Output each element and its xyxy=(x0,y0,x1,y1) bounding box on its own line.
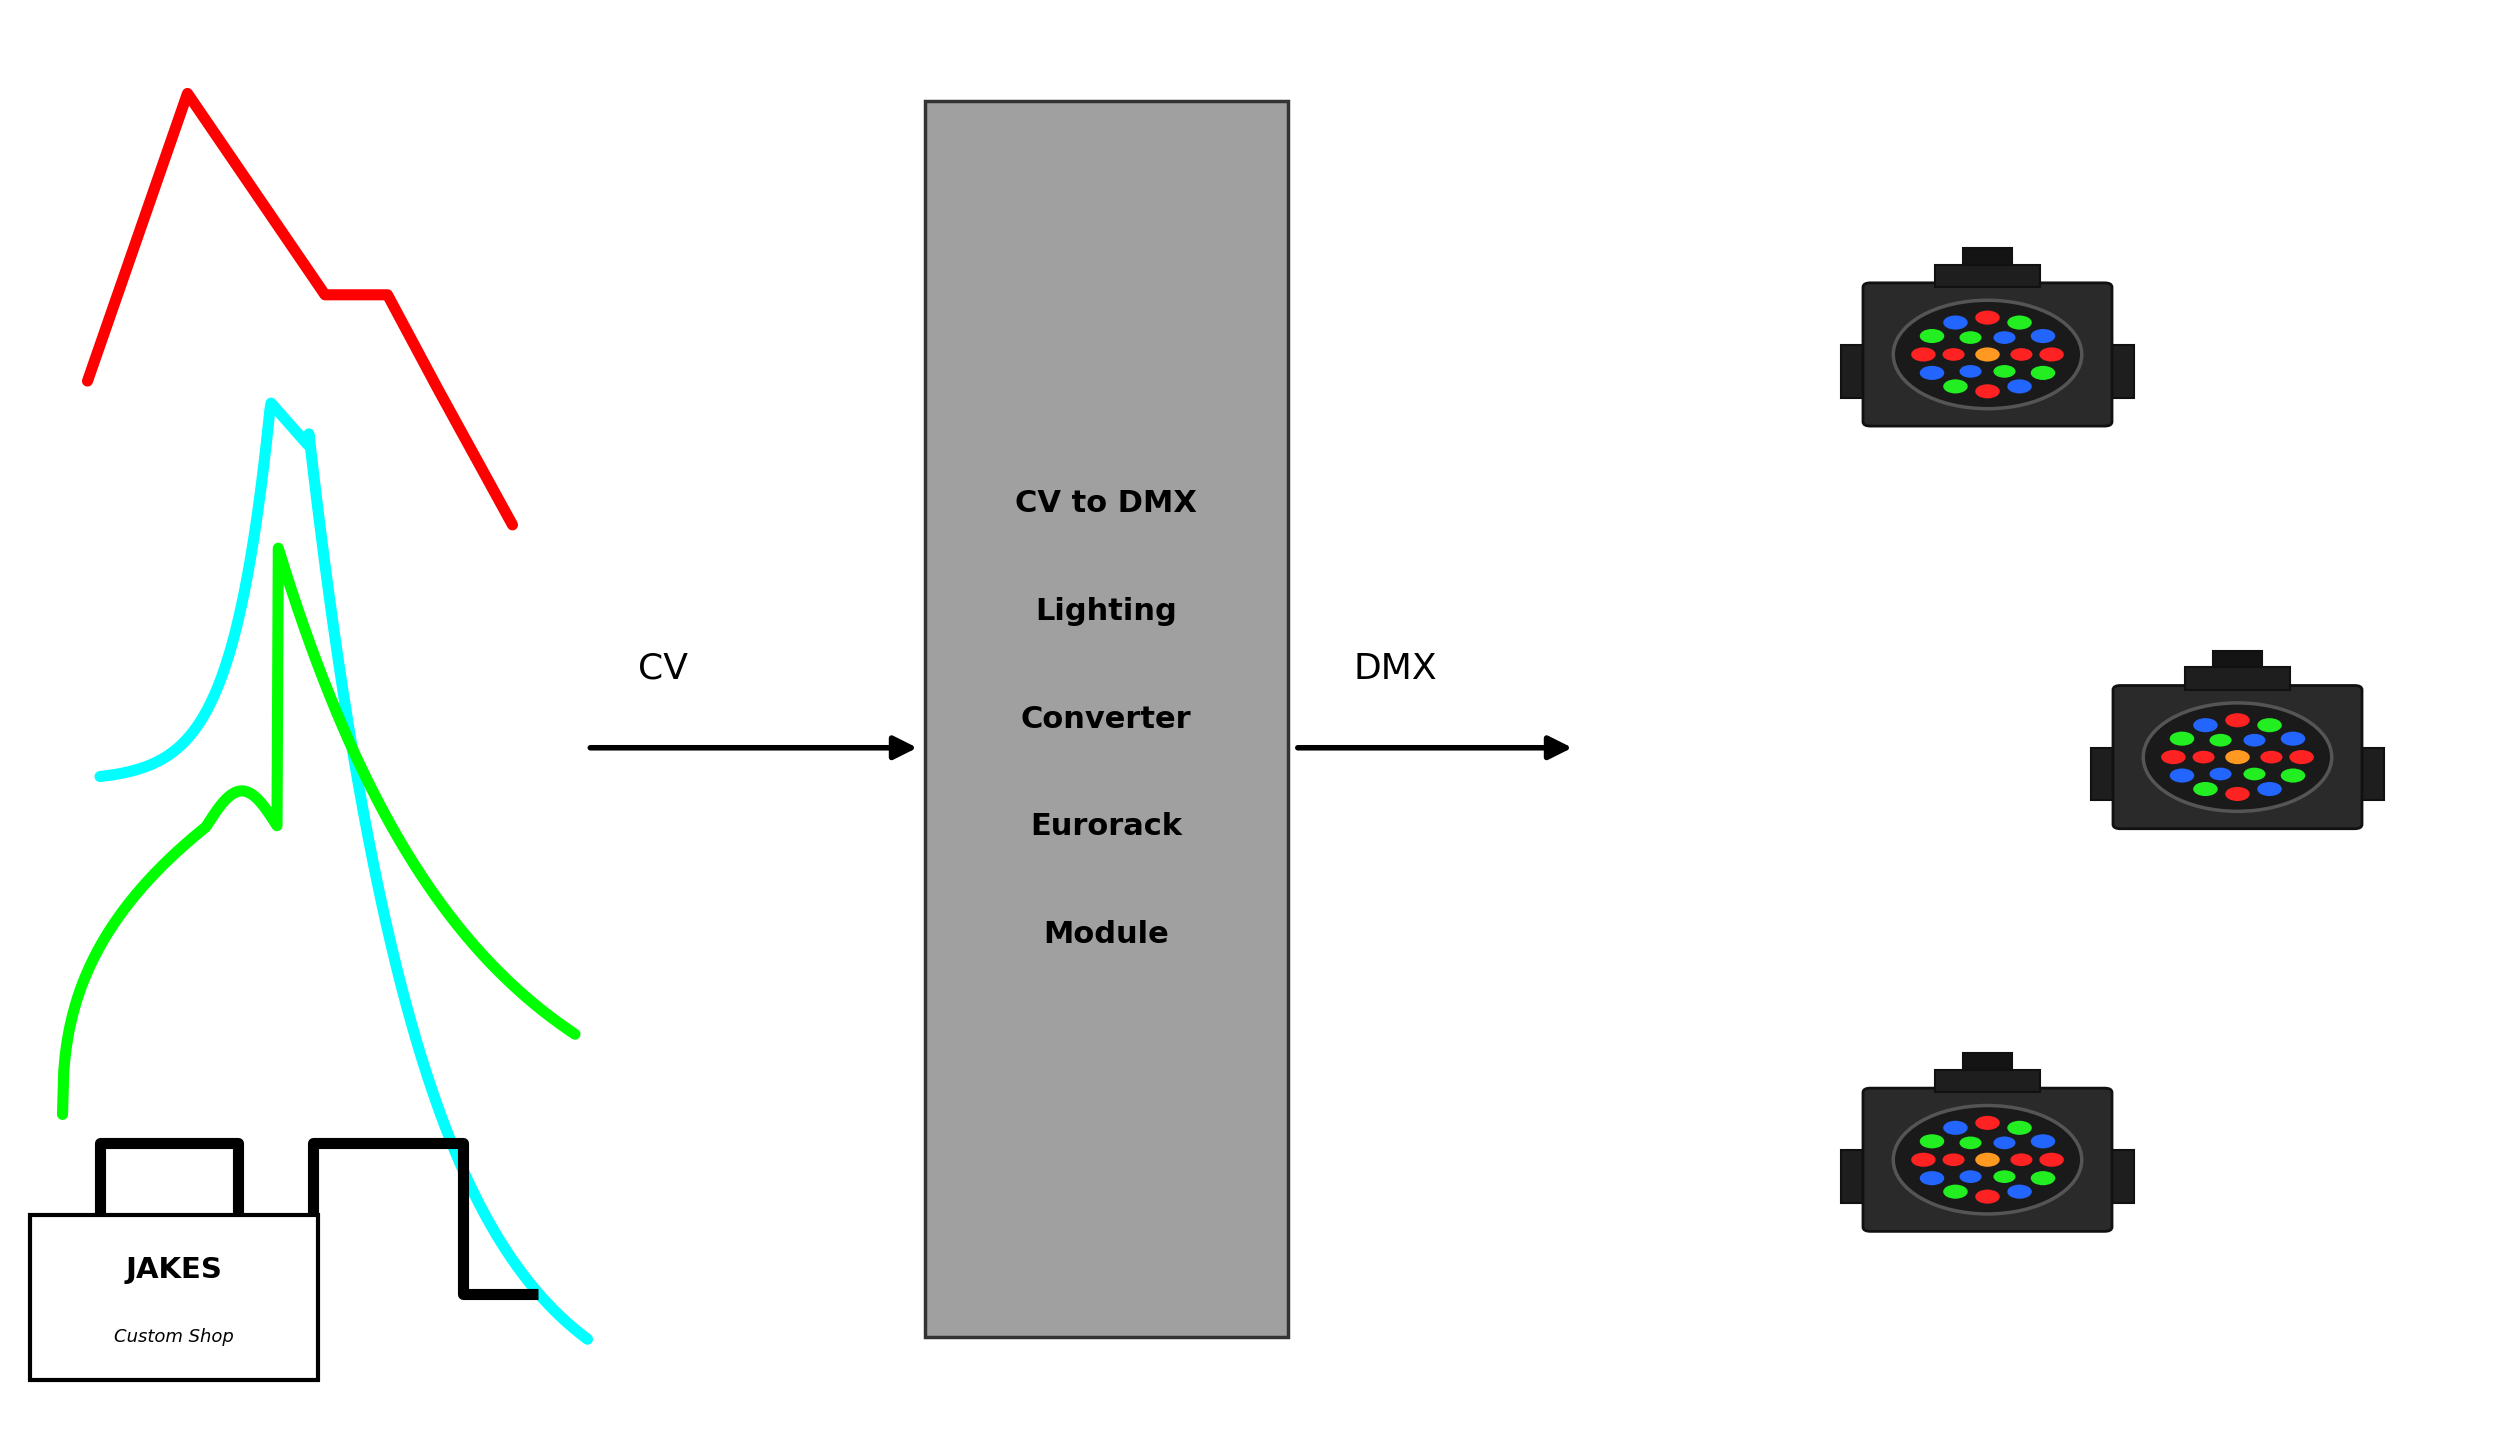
Circle shape xyxy=(1942,1120,1968,1135)
Circle shape xyxy=(1920,1135,1945,1149)
Circle shape xyxy=(1975,1116,2000,1130)
Circle shape xyxy=(1975,384,2000,398)
Circle shape xyxy=(2290,751,2315,764)
FancyBboxPatch shape xyxy=(1862,1089,2112,1231)
Circle shape xyxy=(2192,751,2215,764)
Bar xyxy=(1935,265,2040,288)
Circle shape xyxy=(1942,348,1965,361)
Circle shape xyxy=(2210,733,2232,746)
Text: Converter: Converter xyxy=(1020,705,1192,733)
Circle shape xyxy=(1892,1106,2082,1214)
Circle shape xyxy=(1975,348,2000,361)
Text: DMX: DMX xyxy=(1352,651,1437,686)
Circle shape xyxy=(2242,733,2265,746)
Bar xyxy=(30,1215,318,1380)
Circle shape xyxy=(1960,365,1982,378)
Circle shape xyxy=(2260,751,2282,764)
Circle shape xyxy=(2008,380,2032,394)
Text: CV: CV xyxy=(638,651,688,686)
Bar xyxy=(1840,345,1870,397)
Circle shape xyxy=(2030,365,2055,380)
FancyBboxPatch shape xyxy=(1862,283,2112,426)
Circle shape xyxy=(2160,751,2185,764)
FancyBboxPatch shape xyxy=(2112,686,2362,828)
Circle shape xyxy=(2280,768,2305,782)
Bar xyxy=(1962,247,2012,265)
Circle shape xyxy=(2192,782,2218,797)
Circle shape xyxy=(1942,1153,1965,1166)
Bar xyxy=(2090,748,2120,800)
Circle shape xyxy=(1975,1153,2000,1166)
Circle shape xyxy=(1960,331,1982,344)
Circle shape xyxy=(2192,718,2218,732)
Circle shape xyxy=(2280,732,2305,746)
Bar xyxy=(2212,650,2262,667)
Circle shape xyxy=(2170,768,2195,782)
Text: JAKES: JAKES xyxy=(125,1255,222,1284)
Circle shape xyxy=(1960,1136,1982,1149)
Circle shape xyxy=(2008,315,2032,329)
Circle shape xyxy=(2225,787,2250,801)
Text: Custom Shop: Custom Shop xyxy=(115,1329,232,1346)
Circle shape xyxy=(2030,1135,2055,1149)
Circle shape xyxy=(2242,768,2265,781)
Bar xyxy=(1962,1053,2012,1070)
Circle shape xyxy=(1992,365,2015,378)
Bar xyxy=(1840,1150,1870,1202)
Circle shape xyxy=(2210,768,2232,781)
Circle shape xyxy=(1892,301,2082,408)
Circle shape xyxy=(2258,782,2282,797)
Circle shape xyxy=(2142,703,2332,811)
Circle shape xyxy=(1975,1189,2000,1204)
Circle shape xyxy=(1992,1136,2015,1149)
Text: CV to DMX: CV to DMX xyxy=(1015,489,1198,518)
Circle shape xyxy=(2008,1120,2032,1135)
Bar xyxy=(2105,1150,2135,1202)
Circle shape xyxy=(1910,1153,1935,1166)
Circle shape xyxy=(2225,751,2250,764)
Circle shape xyxy=(1942,315,1968,329)
Circle shape xyxy=(2258,718,2282,732)
Circle shape xyxy=(1942,1185,1968,1199)
Text: Eurorack: Eurorack xyxy=(1030,812,1182,841)
Circle shape xyxy=(2030,329,2055,344)
Bar xyxy=(1935,1070,2040,1093)
Bar xyxy=(2105,345,2135,397)
Circle shape xyxy=(2040,1153,2065,1166)
Circle shape xyxy=(2008,1185,2032,1199)
Circle shape xyxy=(2010,1153,2032,1166)
Circle shape xyxy=(1992,1171,2015,1183)
Bar xyxy=(2355,748,2385,800)
Circle shape xyxy=(2030,1171,2055,1185)
Text: Module: Module xyxy=(1042,920,1170,949)
Text: Lighting: Lighting xyxy=(1035,597,1178,626)
Circle shape xyxy=(2040,348,2065,361)
Circle shape xyxy=(1920,329,1945,344)
Circle shape xyxy=(2225,713,2250,728)
Bar xyxy=(2185,667,2290,690)
Circle shape xyxy=(1960,1171,1982,1183)
Bar xyxy=(925,101,1288,1337)
Circle shape xyxy=(1992,331,2015,344)
Circle shape xyxy=(1975,311,2000,325)
Circle shape xyxy=(1920,1171,1945,1185)
Circle shape xyxy=(1910,348,1935,361)
Circle shape xyxy=(1920,365,1945,380)
Circle shape xyxy=(1942,380,1968,394)
Circle shape xyxy=(2010,348,2032,361)
Circle shape xyxy=(2170,732,2195,746)
